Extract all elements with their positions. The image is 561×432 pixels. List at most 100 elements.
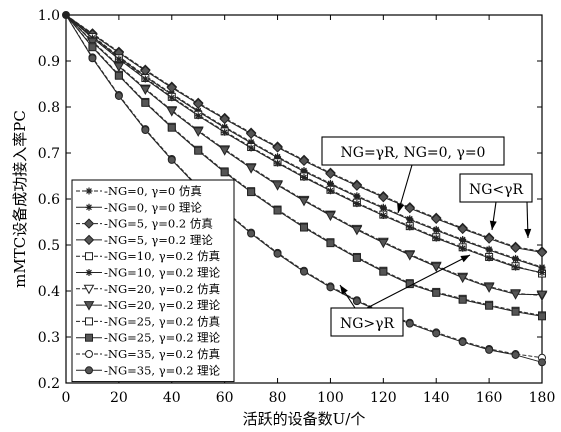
- data-point: [272, 142, 283, 153]
- legend-label: -NG=5, γ=0.2 仿真: [104, 217, 213, 231]
- legend-marker: [85, 366, 93, 375]
- annotation-less: NG<γR: [469, 182, 524, 198]
- x-tick-label: 140: [423, 390, 450, 406]
- series-layer: [62, 11, 548, 367]
- data-point: [511, 350, 520, 359]
- legend-item: -NG=20, γ=0.2 理论: [76, 298, 221, 312]
- data-point: [432, 329, 441, 338]
- legend-label: -NG=10, γ=0.2 理论: [104, 266, 221, 280]
- data-point: [168, 94, 176, 102]
- legend-marker: [85, 203, 93, 211]
- legend-item: -NG=35, γ=0.2 仿真: [76, 347, 220, 361]
- legend-item: -NG=10, γ=0.2 理论: [76, 266, 221, 280]
- data-point: [352, 253, 361, 262]
- data-point: [325, 211, 336, 222]
- legend-label: -NG=20, γ=0.2 理论: [104, 298, 221, 312]
- legend-label: -NG=0, γ=0 理论: [104, 200, 202, 214]
- series-3: [65, 14, 548, 258]
- data-point: [193, 98, 204, 109]
- data-point: [379, 204, 387, 212]
- x-tick-label: 0: [62, 390, 71, 406]
- legend: -NG=0, γ=0 仿真 -NG=0, γ=0 理论 -NG=5, γ=0.2 仿…: [71, 179, 235, 383]
- data-point: [485, 301, 494, 310]
- legend-item: -NG=35, γ=0.2 理论: [76, 363, 221, 377]
- data-point: [300, 267, 308, 276]
- legend-marker: [83, 301, 95, 311]
- annotation-layer: NG=γR, NG=0, γ=0 NG<γR NG>γR: [321, 136, 533, 337]
- data-point: [219, 113, 230, 125]
- data-point: [483, 233, 495, 244]
- data-point: [512, 263, 520, 271]
- data-point: [247, 229, 256, 238]
- y-axis-title: mMTC设备成功接入率PC: [11, 110, 29, 288]
- data-point: [512, 255, 520, 263]
- x-tick-label: 80: [269, 390, 287, 406]
- data-point: [167, 155, 176, 164]
- data-point: [88, 54, 97, 63]
- data-point: [139, 85, 151, 96]
- y-tick-label: 0.2: [38, 376, 60, 392]
- data-point: [432, 288, 441, 297]
- legend-marker: [85, 333, 93, 342]
- data-point: [405, 319, 414, 328]
- annotation-greater: NG>γR: [340, 316, 395, 332]
- data-point: [274, 159, 282, 167]
- data-point: [510, 242, 521, 253]
- legend-marker: [83, 284, 95, 295]
- y-tick-label: 0.8: [38, 100, 60, 116]
- legend-label: -NG=10, γ=0.2 仿真: [104, 249, 220, 263]
- data-point: [536, 290, 548, 301]
- data-point: [194, 146, 203, 155]
- y-tick-label: 0.4: [38, 284, 60, 300]
- legend-marker: [85, 252, 93, 261]
- legend-label: -NG=35, γ=0.2 仿真: [104, 347, 220, 361]
- data-point: [274, 154, 282, 162]
- data-point: [273, 249, 282, 258]
- data-point: [220, 168, 229, 177]
- data-point: [457, 223, 468, 235]
- legend-item: -NG=0, γ=0 理论: [76, 200, 202, 214]
- y-tick-label: 0.9: [38, 54, 60, 70]
- annotation-arrowhead: [340, 285, 348, 295]
- data-point: [167, 123, 176, 132]
- data-point: [379, 212, 387, 220]
- data-point: [538, 269, 546, 277]
- annotation-box-equal: [321, 136, 505, 166]
- x-tick-label: 180: [529, 390, 556, 406]
- legend-item: -NG=10, γ=0.2 仿真: [76, 249, 220, 263]
- data-point: [245, 164, 257, 174]
- legend-item: -NG=5, γ=0.2 仿真: [76, 217, 213, 231]
- data-point: [430, 262, 442, 273]
- legend-item: -NG=0, γ=0 仿真: [76, 184, 202, 198]
- data-point: [459, 244, 467, 252]
- data-point: [113, 62, 125, 73]
- x-tick-label: 120: [370, 390, 397, 406]
- x-tick-label: 40: [163, 390, 181, 406]
- data-point: [300, 223, 308, 232]
- series-9: [65, 14, 546, 321]
- data-point: [166, 82, 177, 93]
- data-point: [432, 234, 440, 242]
- data-point: [377, 238, 389, 249]
- data-point: [404, 251, 416, 261]
- data-point: [194, 112, 202, 120]
- data-point: [192, 127, 204, 137]
- data-point: [459, 236, 467, 244]
- data-point: [432, 226, 440, 234]
- data-point: [538, 312, 546, 321]
- y-tick-label: 0.7: [38, 146, 60, 162]
- data-point: [141, 98, 150, 107]
- data-point: [510, 290, 521, 300]
- data-point: [457, 273, 469, 284]
- legend-marker: [85, 317, 93, 326]
- annotation-arrowhead: [397, 203, 404, 213]
- annotation-arrowhead: [489, 220, 497, 230]
- legend-item: -NG=20, γ=0.2 仿真: [76, 282, 220, 296]
- data-point: [114, 71, 123, 80]
- data-point: [326, 187, 334, 195]
- legend-marker: [85, 269, 93, 276]
- data-point: [406, 216, 414, 224]
- annotation-equal: NG=γR, NG=0, γ=0: [341, 145, 486, 161]
- data-point: [273, 206, 282, 215]
